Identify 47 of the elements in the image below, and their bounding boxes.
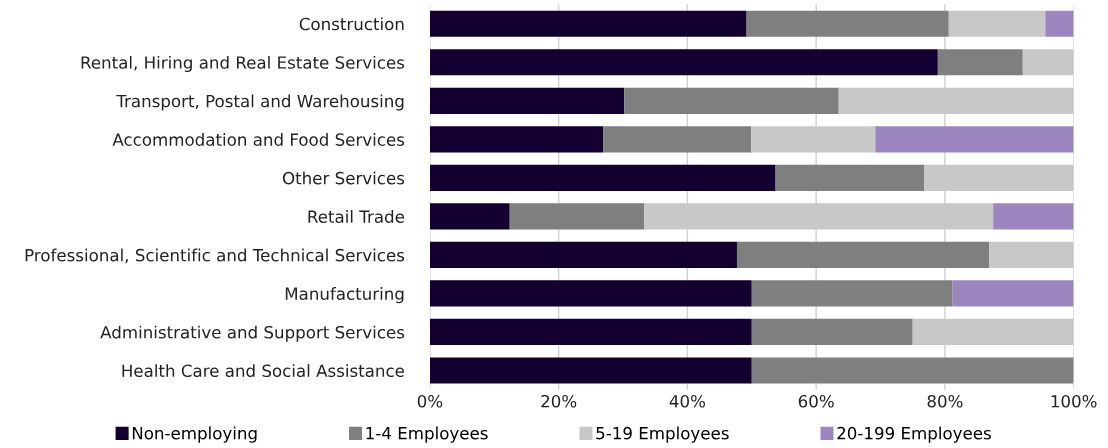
bar: [751, 280, 953, 307]
bar: [429, 49, 938, 76]
x-tick-label: 20%: [541, 394, 577, 408]
bar: [993, 203, 1074, 230]
bar: [775, 164, 925, 191]
bar: [429, 164, 776, 191]
y-tick-label: Administrative and Support Services: [100, 325, 405, 342]
bar: [429, 203, 510, 230]
bar: [429, 318, 752, 346]
legend-label: 5-19 Employees: [596, 426, 729, 443]
bar: [429, 126, 604, 153]
y-tick-label: Other Services: [282, 171, 405, 185]
bar: [736, 241, 990, 269]
bar: [429, 87, 625, 114]
bar: [1022, 49, 1074, 76]
bar: [875, 126, 1074, 153]
y-tick-label: Professional, Scientific and Technical Services: [25, 248, 405, 264]
y-tick-label: Rental, Hiring and Real Estate Services: [81, 55, 405, 73]
y-tick-label: Accommodation and Food Services: [112, 133, 405, 146]
bar: [937, 49, 1023, 76]
x-tick-label: 60%: [798, 394, 834, 408]
y-tick-label: Construction: [299, 17, 404, 31]
bar: [751, 318, 913, 346]
x-tick-label: 80%: [927, 394, 963, 408]
bar: [989, 241, 1074, 269]
bar: [624, 87, 839, 114]
bar: [603, 126, 752, 153]
legend-label: 1-4 Employees: [366, 426, 488, 443]
y-tick-label: Transport, Postal and Warehousing: [116, 94, 404, 111]
x-tick-label: 40%: [669, 394, 706, 408]
bar: [746, 10, 949, 37]
legend-label: Non-employing: [132, 426, 257, 443]
bar: [751, 357, 1074, 384]
bar: [429, 241, 737, 269]
bar: [429, 357, 752, 384]
y-tick-label: Health Care and Social Assistance: [122, 364, 405, 378]
legend-label: 20-199 Employees: [837, 426, 991, 443]
y-tick-label: Retail Trade: [308, 210, 405, 223]
bar: [948, 10, 1046, 37]
y-tick-label: Manufacturing: [285, 287, 404, 304]
x-tick-label: 100%: [1051, 394, 1097, 408]
bar: [1045, 10, 1074, 37]
bar: [429, 280, 752, 307]
x-tick-label: 0%: [417, 394, 443, 408]
bar: [429, 10, 747, 37]
bar: [509, 203, 645, 230]
bar: [952, 280, 1074, 307]
